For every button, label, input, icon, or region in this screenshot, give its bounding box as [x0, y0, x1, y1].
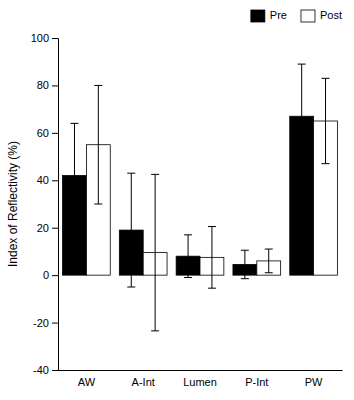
- legend-swatch: [301, 10, 315, 22]
- error-line: [98, 85, 99, 204]
- error-bar: [241, 250, 249, 278]
- error-cap: [322, 78, 330, 79]
- legend-label: Post: [320, 9, 342, 21]
- y-tick-mark: [52, 85, 58, 86]
- error-line: [131, 173, 132, 287]
- error-line: [211, 227, 212, 289]
- y-tick-label: 60: [37, 127, 49, 139]
- error-cap: [127, 287, 135, 288]
- y-axis-line: [52, 39, 59, 371]
- error-bar: [70, 123, 78, 227]
- y-tick-mark: [52, 180, 58, 181]
- error-cap: [241, 250, 249, 251]
- error-cap: [94, 85, 102, 86]
- error-bar: [94, 85, 102, 204]
- y-tick-label: 0: [43, 269, 49, 281]
- error-bar: [151, 174, 159, 331]
- y-tick: 80: [37, 79, 58, 91]
- x-tick-label: PW: [305, 376, 323, 388]
- x-tick-label: A-Int: [132, 376, 155, 388]
- error-bar: [184, 235, 192, 278]
- x-tick-label: AW: [78, 376, 96, 388]
- y-tick: -40: [33, 364, 58, 376]
- error-cap: [322, 163, 330, 164]
- x-tick: AW: [78, 370, 96, 388]
- error-bar: [298, 64, 306, 168]
- error-cap: [298, 64, 306, 65]
- error-cap: [184, 234, 192, 235]
- y-tick-label: 20: [37, 222, 49, 234]
- error-line: [268, 249, 269, 273]
- error-cap: [184, 277, 192, 278]
- error-cap: [151, 174, 159, 175]
- legend-label: Pre: [270, 9, 287, 21]
- x-tick: PW: [305, 370, 323, 388]
- y-tick: 60: [37, 127, 58, 139]
- error-cap: [94, 204, 102, 205]
- x-tick: P-Int: [245, 370, 268, 388]
- error-line: [244, 250, 245, 278]
- error-bar: [127, 173, 135, 287]
- legend-item: Post: [301, 9, 342, 22]
- error-cap: [151, 330, 159, 331]
- y-tick-mark: [52, 323, 58, 324]
- y-tick: 40: [37, 174, 58, 186]
- x-axis: AW A-Int Lumen P-Int PW: [59, 370, 343, 388]
- error-cap: [127, 173, 135, 174]
- legend-item: Pre: [251, 9, 287, 22]
- error-bar: [208, 227, 216, 289]
- error-line: [155, 174, 156, 331]
- y-tick-label: 40: [37, 174, 49, 186]
- error-bar: [322, 78, 330, 163]
- legend: Pre Post: [251, 9, 342, 22]
- error-line: [188, 235, 189, 278]
- y-tick-mark: [52, 370, 58, 371]
- y-tick-label: -20: [33, 317, 49, 329]
- y-axis-title: Index of Reflectivity (%): [6, 141, 20, 267]
- x-tick-label: P-Int: [245, 376, 268, 388]
- plot: -40 -20 0 20 40 60 80 100 AW A-Int Lumen P-Int PW: [31, 32, 343, 388]
- y-tick-label: 100: [31, 32, 49, 44]
- y-tick-label: 80: [37, 79, 49, 91]
- y-tick-label: -40: [33, 364, 49, 376]
- x-axis-line: [59, 370, 343, 371]
- error-cap: [298, 168, 306, 169]
- error-cap: [265, 249, 273, 250]
- error-cap: [208, 288, 216, 289]
- error-bar: [265, 249, 273, 273]
- series: [63, 64, 314, 287]
- x-tick: A-Int: [132, 370, 155, 388]
- chart: -40 -20 0 20 40 60 80 100 AW A-Int Lumen P-Int PW Ind…: [0, 0, 354, 400]
- y-tick: -20: [33, 317, 58, 329]
- y-tick-mark: [52, 38, 58, 39]
- y-tick: 20: [37, 222, 58, 234]
- error-cap: [70, 123, 78, 124]
- y-tick: 100: [31, 32, 58, 44]
- legend-swatch: [251, 10, 265, 22]
- error-line: [74, 123, 75, 227]
- y-axis: -40 -20 0 20 40 60 80 100: [31, 32, 59, 376]
- error-cap: [70, 227, 78, 228]
- y-tick: 0: [43, 269, 58, 281]
- y-tick-mark: [52, 275, 58, 276]
- error-line: [301, 64, 302, 168]
- series: [86, 78, 337, 331]
- marks: [63, 64, 338, 331]
- y-tick-mark: [52, 228, 58, 229]
- error-cap: [208, 226, 216, 227]
- x-tick: Lumen: [183, 370, 217, 388]
- error-line: [325, 78, 326, 163]
- error-cap: [265, 272, 273, 273]
- error-cap: [241, 278, 249, 279]
- x-tick-label: Lumen: [183, 376, 217, 388]
- y-tick-mark: [52, 133, 58, 134]
